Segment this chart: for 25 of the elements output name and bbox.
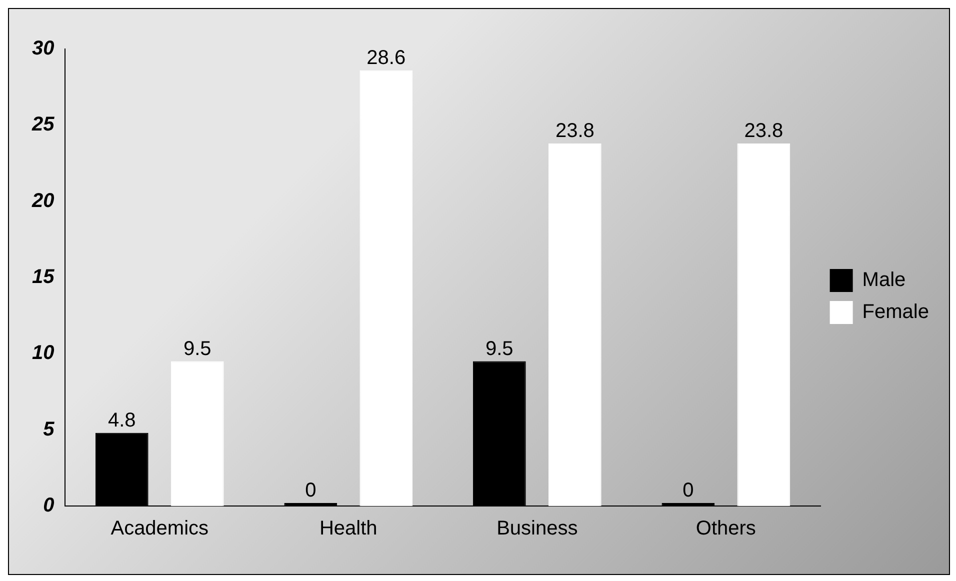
legend-label: Male — [862, 269, 906, 292]
x-tick-label: Others — [696, 518, 756, 540]
bar — [737, 143, 790, 506]
bar — [548, 143, 602, 506]
y-tick-label: 25 — [30, 114, 56, 136]
bar — [170, 361, 224, 506]
y-tick-label: 30 — [32, 38, 54, 60]
bar — [360, 70, 413, 506]
data-label: 0 — [305, 480, 316, 502]
data-label: 9.5 — [486, 338, 514, 360]
data-label: 28.6 — [366, 46, 406, 69]
y-tick-label: 15 — [32, 266, 56, 288]
y-tick-label: 20 — [30, 190, 54, 212]
data-label: 23.8 — [555, 120, 594, 142]
y-tick-label: 10 — [32, 342, 54, 364]
data-label: 4.8 — [108, 409, 136, 432]
data-label: 23.8 — [744, 120, 784, 142]
y-tick-label: 0 — [43, 494, 54, 517]
x-tick-label: Business — [496, 518, 578, 540]
data-label: 9.5 — [183, 338, 212, 360]
x-tick-label: Health — [319, 518, 378, 540]
data-label: 0 — [682, 480, 694, 502]
x-tick-label: Academics — [110, 518, 209, 540]
y-tick-label: 5 — [43, 418, 56, 440]
legend-label: Female — [862, 301, 930, 324]
